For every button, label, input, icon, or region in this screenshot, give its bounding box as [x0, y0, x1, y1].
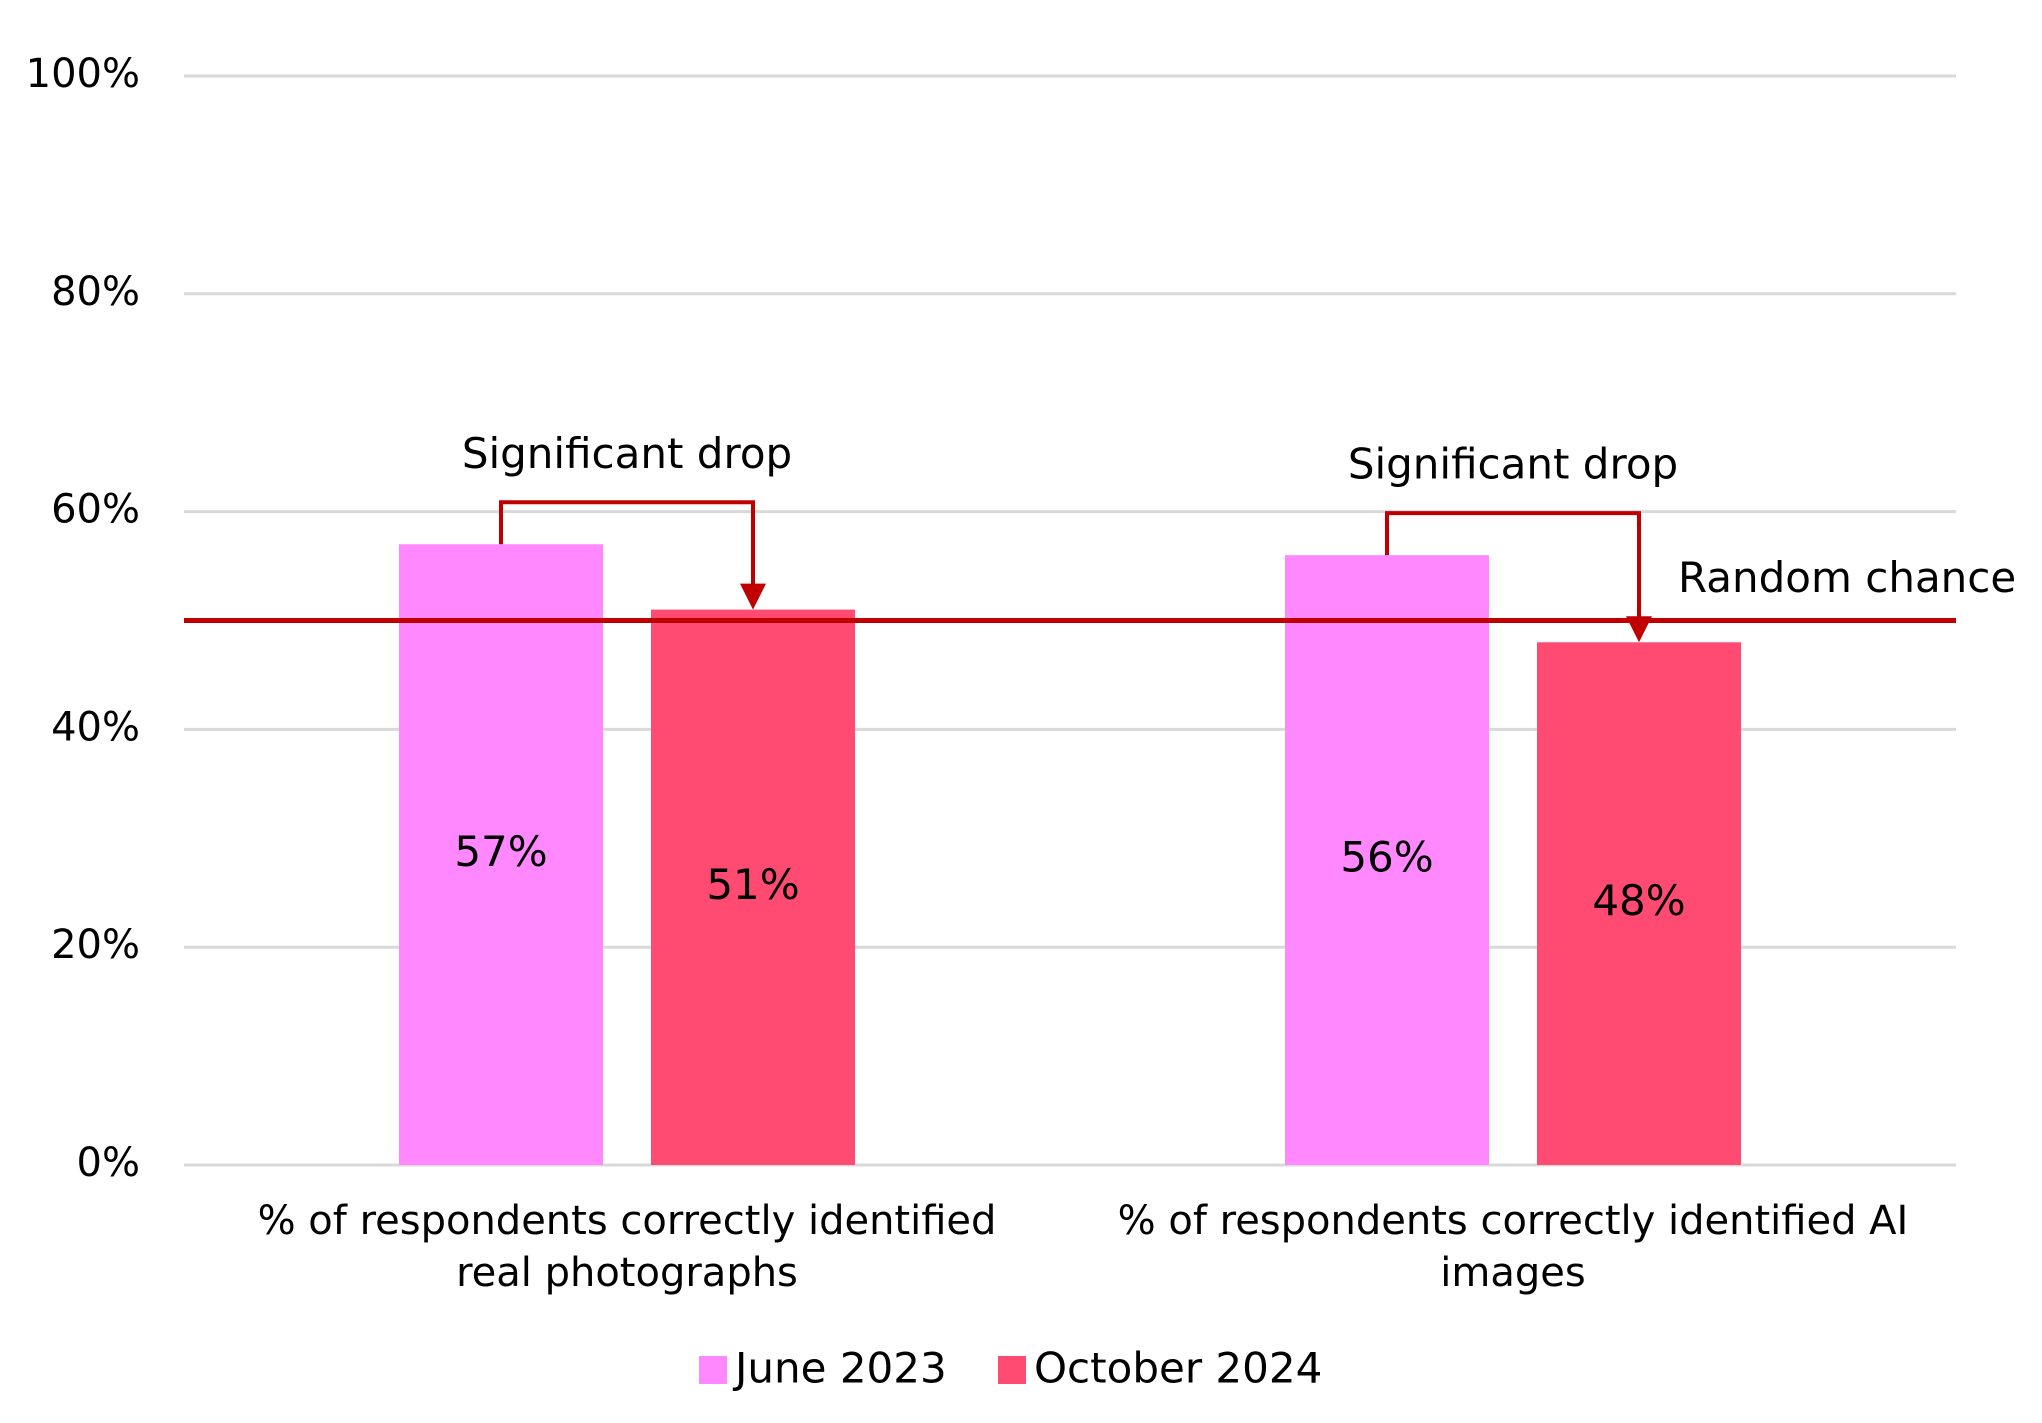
- annotation: Significant drop: [462, 429, 792, 478]
- y-tick-label: 100%: [26, 51, 140, 97]
- bar: [1285, 555, 1489, 1165]
- x-tick-label: % of respondents correctly identified re…: [257, 1198, 997, 1296]
- annotation-bracket: [499, 500, 755, 588]
- bar: [399, 544, 603, 1165]
- annotation: Significant drop: [1348, 440, 1678, 489]
- y-tick-label: 0%: [77, 1140, 140, 1186]
- bar: [651, 609, 855, 1165]
- value-label: 51%: [706, 860, 799, 909]
- bar: [1537, 642, 1741, 1165]
- legend-swatch: [998, 1356, 1026, 1384]
- legend-swatch: [699, 1356, 727, 1384]
- y-tick-label: 40%: [51, 704, 140, 750]
- legend-label: June 2023: [732, 1344, 947, 1393]
- reference-label: Random chance: [1678, 553, 2016, 602]
- y-tick-label: 60%: [51, 487, 140, 533]
- value-label: 56%: [1340, 833, 1433, 882]
- y-tick-label: 80%: [51, 269, 140, 315]
- value-label: 48%: [1592, 876, 1685, 925]
- x-tick-label: % of respondents correctly identified AI…: [1117, 1198, 1909, 1296]
- annotation-arrow: [740, 583, 766, 610]
- value-label: 57%: [454, 827, 547, 876]
- annotation-bracket: [1385, 511, 1641, 621]
- legend-label: October 2024: [1034, 1344, 1322, 1393]
- y-tick-label: 20%: [51, 922, 140, 968]
